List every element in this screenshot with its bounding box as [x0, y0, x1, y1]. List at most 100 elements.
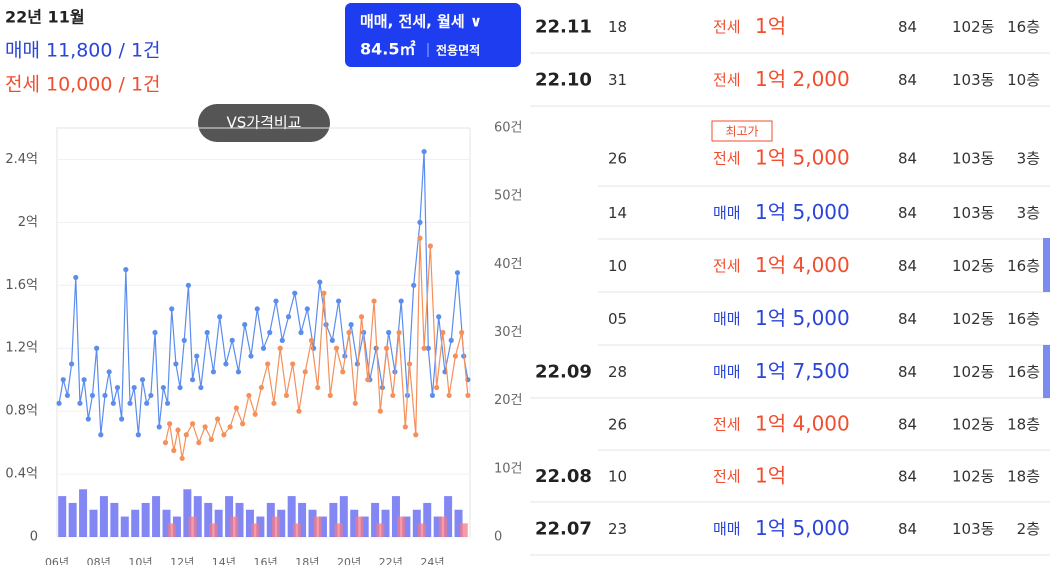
- price-point: [365, 377, 371, 383]
- price-point: [127, 400, 133, 406]
- price-point: [352, 400, 358, 406]
- price-point: [335, 298, 342, 304]
- filter-button[interactable]: [345, 3, 521, 67]
- price-point: [265, 361, 271, 367]
- price-point: [69, 361, 75, 367]
- y-tick-label: 2.4억: [5, 152, 38, 167]
- price-point: [273, 298, 279, 304]
- price-point: [340, 369, 346, 375]
- price-point: [215, 416, 221, 422]
- price-point: [358, 314, 365, 320]
- trade-month: 22.07: [535, 519, 592, 540]
- plot-frame: [56, 127, 471, 538]
- volume-bar: [204, 502, 213, 537]
- price-point: [279, 337, 285, 343]
- volume-bar: [438, 516, 447, 537]
- trade-month: 22.10: [535, 70, 592, 91]
- price-point: [183, 432, 189, 438]
- price-point: [114, 384, 121, 391]
- price-point: [290, 361, 296, 367]
- price-point: [181, 337, 187, 343]
- trade-type: 전세: [713, 468, 741, 486]
- volume-bar: [256, 516, 265, 537]
- price-point: [246, 392, 252, 399]
- jeonse-summary: 전세 10,000 / 1건: [5, 74, 161, 96]
- compare-label[interactable]: VS가격비교: [227, 114, 302, 132]
- trade-type: 매매: [713, 204, 741, 222]
- x-tick-label: 16년: [254, 556, 278, 565]
- price-point: [64, 392, 71, 399]
- filter-area-label[interactable]: 전용면적: [436, 43, 480, 58]
- volume-bar: [376, 523, 385, 537]
- volume-bar: [245, 509, 254, 537]
- filter-types[interactable]: 매매, 전세, 월세 ∨: [360, 13, 482, 31]
- price-point: [185, 282, 192, 288]
- price-point: [333, 345, 340, 351]
- volume-bar: [193, 496, 202, 537]
- trade-type: 전세: [713, 257, 741, 275]
- volume-bar: [188, 516, 197, 537]
- price-point: [371, 298, 377, 304]
- price-point: [131, 384, 137, 391]
- volume-bar: [318, 516, 327, 537]
- trade-price: 1억 5,000: [755, 146, 850, 170]
- price-point: [229, 337, 235, 343]
- y2-tick-label: 50건: [494, 189, 523, 204]
- volume-bar: [298, 502, 307, 537]
- price-point: [106, 369, 112, 375]
- scrollbar[interactable]: [1043, 238, 1050, 292]
- price-point: [329, 337, 335, 343]
- price-point: [321, 290, 327, 296]
- price-point: [173, 361, 179, 367]
- price-point: [194, 353, 200, 359]
- y2-tick-label: 20건: [494, 393, 523, 408]
- trade-price: 1억: [755, 14, 786, 38]
- price-point: [162, 440, 169, 446]
- compare-button[interactable]: [198, 104, 330, 142]
- volume-bar: [423, 502, 432, 537]
- volume-bar: [152, 496, 161, 537]
- price-point: [248, 353, 254, 359]
- volume-bar: [131, 509, 140, 537]
- volume-bar: [251, 523, 260, 537]
- price-point: [302, 369, 308, 375]
- price-point: [196, 440, 202, 446]
- price-point: [240, 421, 246, 427]
- volume-bar: [266, 502, 275, 537]
- price-point: [454, 270, 461, 276]
- trade-floor: 16층: [1007, 363, 1040, 381]
- scrollbar[interactable]: [1043, 345, 1050, 398]
- trade-type: 전세: [713, 18, 741, 36]
- price-point: [139, 377, 146, 383]
- trade-dong: 103동: [952, 71, 995, 89]
- trade-floor: 16층: [1007, 257, 1040, 275]
- y2-tick-label: 30건: [494, 325, 523, 340]
- trade-dong: 102동: [952, 18, 995, 36]
- trade-area: 84: [898, 257, 917, 275]
- trade-day: 05: [608, 310, 627, 328]
- price-point: [434, 384, 440, 391]
- x-tick-label: 14년: [212, 556, 236, 565]
- volume-bar: [183, 489, 192, 537]
- price-point: [452, 353, 458, 359]
- trade-area: 84: [898, 363, 917, 381]
- trade-dong: 102동: [952, 416, 995, 434]
- trade-dong: 103동: [952, 520, 995, 538]
- price-point: [177, 384, 183, 391]
- filter-area[interactable]: 84.5㎡: [360, 40, 415, 59]
- trade-area: 84: [898, 71, 917, 89]
- volume-bar: [272, 516, 281, 537]
- volume-bar: [89, 509, 98, 537]
- x-tick-label: 18년: [295, 556, 319, 565]
- trade-area: 84: [898, 520, 917, 538]
- price-point: [390, 392, 396, 399]
- volume-bar: [371, 502, 380, 537]
- price-point: [308, 337, 315, 343]
- volume-bar: [79, 489, 88, 537]
- x-tick-label: 12년: [170, 556, 194, 565]
- volume-bar: [329, 502, 338, 537]
- trade-area: 84: [898, 468, 917, 486]
- price-point: [346, 329, 352, 336]
- price-line: [164, 238, 469, 459]
- trade-day: 26: [608, 150, 627, 168]
